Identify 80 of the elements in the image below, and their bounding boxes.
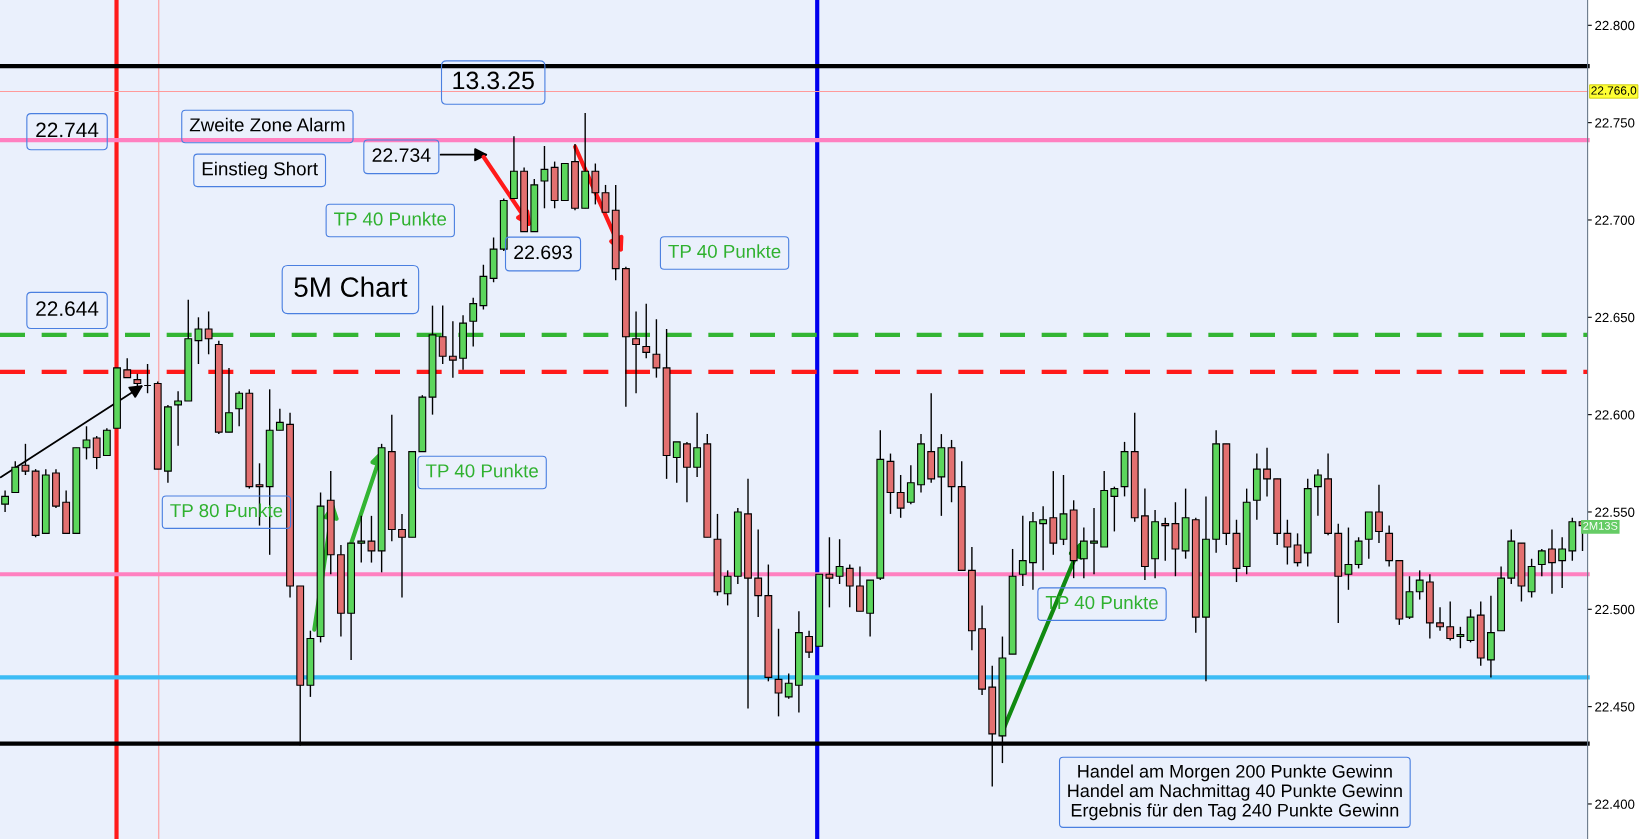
candlestick	[1039, 505, 1048, 572]
candlestick	[438, 304, 447, 365]
candlestick	[1548, 528, 1556, 595]
candlestick	[825, 536, 834, 609]
annotation: 13.3.25	[453, 71, 534, 90]
candlestick	[1090, 507, 1098, 575]
candlestick	[540, 145, 549, 209]
candlestick	[1079, 526, 1088, 579]
candlestick	[357, 515, 366, 564]
candlestick	[723, 569, 732, 607]
candlestick	[1283, 519, 1292, 566]
candlestick	[367, 515, 376, 564]
y-tick-label: 22.450	[1595, 702, 1635, 712]
candlestick	[1415, 569, 1424, 601]
candlestick	[194, 316, 203, 365]
candlestick	[1161, 517, 1170, 562]
y-tick-label: 22.400	[1595, 799, 1635, 809]
candlestick	[672, 441, 681, 484]
y-tick-label: 22.650	[1595, 312, 1635, 323]
candlestick	[896, 474, 905, 519]
annotation: Einstieg Short	[202, 161, 318, 180]
candlestick	[235, 390, 244, 428]
candlestick	[774, 628, 783, 718]
y-tick-label: 22.700	[1595, 215, 1635, 225]
candlestick	[448, 320, 457, 379]
candlestick	[652, 318, 661, 379]
ref-line-label: 22.766,0	[1591, 86, 1637, 97]
candlestick	[275, 408, 284, 431]
annotation: 22.693	[514, 245, 572, 260]
y-tick-label: 22.500	[1595, 604, 1635, 615]
candlestick	[683, 441, 691, 503]
candlestick	[21, 443, 30, 476]
candlestick	[1, 489, 10, 513]
candlestick	[591, 162, 600, 206]
candlestick	[845, 563, 854, 609]
candlestick	[1344, 526, 1353, 591]
y-tick-label: 22.750	[1595, 118, 1635, 128]
candlestick	[835, 538, 844, 585]
annotation: 5M Chart	[294, 276, 408, 297]
candlestick	[1313, 468, 1322, 517]
candlestick	[174, 390, 183, 447]
candlestick	[398, 513, 406, 599]
candlestick	[1436, 606, 1444, 632]
annotation: 22.734	[372, 148, 431, 163]
y-tick-label: 22.600	[1595, 410, 1635, 420]
candlestick	[1110, 485, 1119, 533]
candlestick	[82, 425, 91, 461]
candlestick	[1446, 600, 1455, 642]
candlestick	[693, 411, 702, 478]
candlestick	[225, 367, 233, 433]
annotation: TP 40 Punkte	[668, 244, 781, 258]
annotation: TP 40 Punkte	[334, 211, 447, 226]
y-tick-label: 22.550	[1595, 507, 1635, 517]
candlestick	[1354, 536, 1363, 570]
candlestick	[784, 672, 793, 700]
annotation: Handel am Morgen 200 Punkte Gewinn Handel am Nachmittag 40 Punkte Gewinn Ergebnis für den Tag 240 Punkte Gewinn	[1068, 764, 1402, 821]
candlestick	[906, 464, 915, 505]
annotation: 22.644	[36, 301, 99, 317]
candlestick	[642, 302, 651, 359]
candlestick	[204, 310, 213, 355]
candlestick	[1466, 608, 1475, 644]
candlestick	[601, 184, 610, 213]
candlestick	[92, 435, 101, 470]
annotation: TP 40 Punkte	[425, 463, 538, 478]
candlestick	[1375, 484, 1383, 544]
candlestick	[1293, 532, 1302, 568]
candlestick	[1558, 536, 1567, 589]
candlestick	[1456, 626, 1465, 649]
candlestick	[1018, 515, 1027, 587]
candlestick	[632, 310, 640, 394]
y-tick-label: 22.800	[1595, 20, 1635, 31]
candlestick	[469, 297, 478, 348]
candlestick	[754, 528, 763, 618]
candlestick	[123, 357, 132, 379]
annotation: Zweite Zone Alarm	[189, 117, 345, 132]
annotation: 22.744	[36, 122, 99, 138]
candlestick	[805, 630, 813, 659]
candlestick	[1537, 548, 1546, 577]
annotation: 2M13S	[1583, 521, 1618, 530]
candlestick	[1263, 447, 1271, 498]
